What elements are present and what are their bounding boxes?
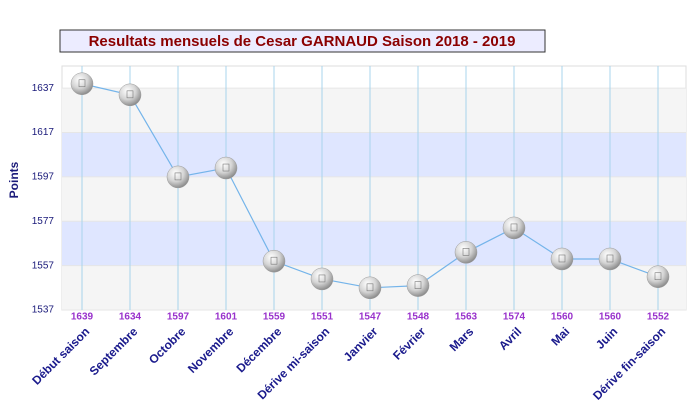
y-tick-label: 1577 [32,216,55,227]
marker-icon [318,274,326,283]
x-tick-label: Mai [548,324,572,348]
marker [358,276,382,300]
grid-band [62,221,686,266]
marker-icon [510,223,518,232]
x-tick-label: Mars [447,324,477,354]
value-label: 1560 [599,312,622,323]
marker [214,156,238,180]
grid-band [62,132,686,177]
y-tick-label: 1597 [32,172,55,183]
marker-icon [558,254,566,263]
value-label: 1574 [503,312,526,323]
marker [118,83,142,107]
marker [502,216,526,240]
marker-icon [174,172,182,181]
value-label: 1551 [311,312,334,323]
value-label: 1547 [359,312,382,323]
value-label: 1639 [71,312,94,323]
marker [406,274,430,297]
value-label: 1552 [647,312,670,323]
grid-band [62,88,686,133]
marker-icon [78,79,86,88]
marker-icon [126,90,134,99]
value-label: 1548 [407,312,430,323]
marker-icon [462,248,470,256]
chart-title: Resultats mensuels de Cesar GARNAUD Sais… [89,33,516,50]
y-tick-label: 1537 [32,305,55,316]
x-tick-label: Début saison [29,324,92,387]
x-tick-label: Septembre [87,324,141,378]
value-label: 1560 [551,312,574,323]
marker [70,72,94,95]
marker-icon [270,256,278,265]
marker [310,267,334,291]
x-tick-label: Janvier [341,324,381,364]
marker-icon [366,283,374,292]
marker [646,265,670,288]
marker-icon [654,272,662,281]
marker [454,241,478,264]
value-label: 1597 [167,312,190,323]
x-tick-label: Avril [496,324,524,352]
marker-icon [222,163,230,172]
value-label: 1601 [215,312,238,323]
x-tick-label: Février [390,324,428,362]
value-label: 1559 [263,312,286,323]
x-tick-label: Juin [593,324,620,351]
value-label: 1634 [119,312,142,323]
marker-icon [606,254,614,263]
grid-band [62,176,686,222]
marker-icon [414,281,422,289]
marker [598,247,622,271]
y-tick-label: 1637 [32,83,55,94]
x-tick-label: Décembre [233,324,284,375]
y-tick-label: 1617 [32,127,55,138]
y-axis-title: Points [7,161,21,198]
title-box [59,29,546,53]
x-tick-label: Novembre [185,324,237,376]
marker [550,247,574,271]
x-tick-label: Octobre [146,324,189,367]
y-tick-label: 1557 [32,260,55,271]
marker [262,249,286,273]
marker [166,165,190,189]
value-label: 1563 [455,312,478,323]
